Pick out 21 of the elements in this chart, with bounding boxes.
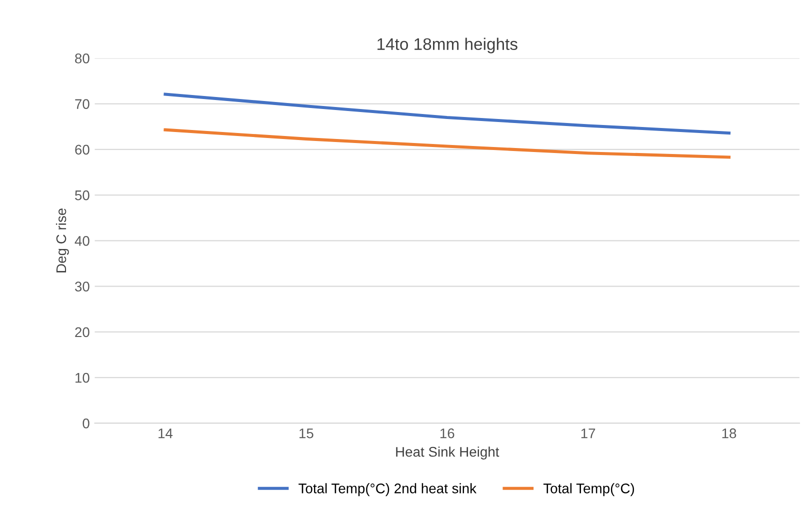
y-tick-label: 0 xyxy=(82,418,90,428)
y-tick-label: 80 xyxy=(75,54,90,64)
legend-label: Total Temp(°C) xyxy=(543,483,634,496)
x-tick-label: 15 xyxy=(300,428,314,438)
y-tick-label: 30 xyxy=(74,282,90,292)
y-tick-label: 10 xyxy=(76,372,90,383)
x-tick-label: 18 xyxy=(722,428,736,438)
chart-title: 14to 18mm heights xyxy=(378,38,518,54)
y-tick-label: 20 xyxy=(75,327,90,338)
y-axis-title: Deg C rise xyxy=(56,208,69,272)
legend-label: Total Temp(°C) 2nd heat sink xyxy=(298,483,476,496)
y-tick-label: 70 xyxy=(75,99,90,109)
y-tick-label: 60 xyxy=(75,144,90,155)
line-series xyxy=(164,92,731,135)
line-series xyxy=(164,128,731,159)
x-tick-label: 14 xyxy=(158,428,173,438)
x-tick-label: 16 xyxy=(440,428,454,438)
y-tick-label: 40 xyxy=(74,236,90,246)
y-tick-label: 50 xyxy=(75,190,90,200)
x-tick-label: 17 xyxy=(581,428,596,438)
x-axis-title: Heat Sink Height xyxy=(396,446,500,460)
